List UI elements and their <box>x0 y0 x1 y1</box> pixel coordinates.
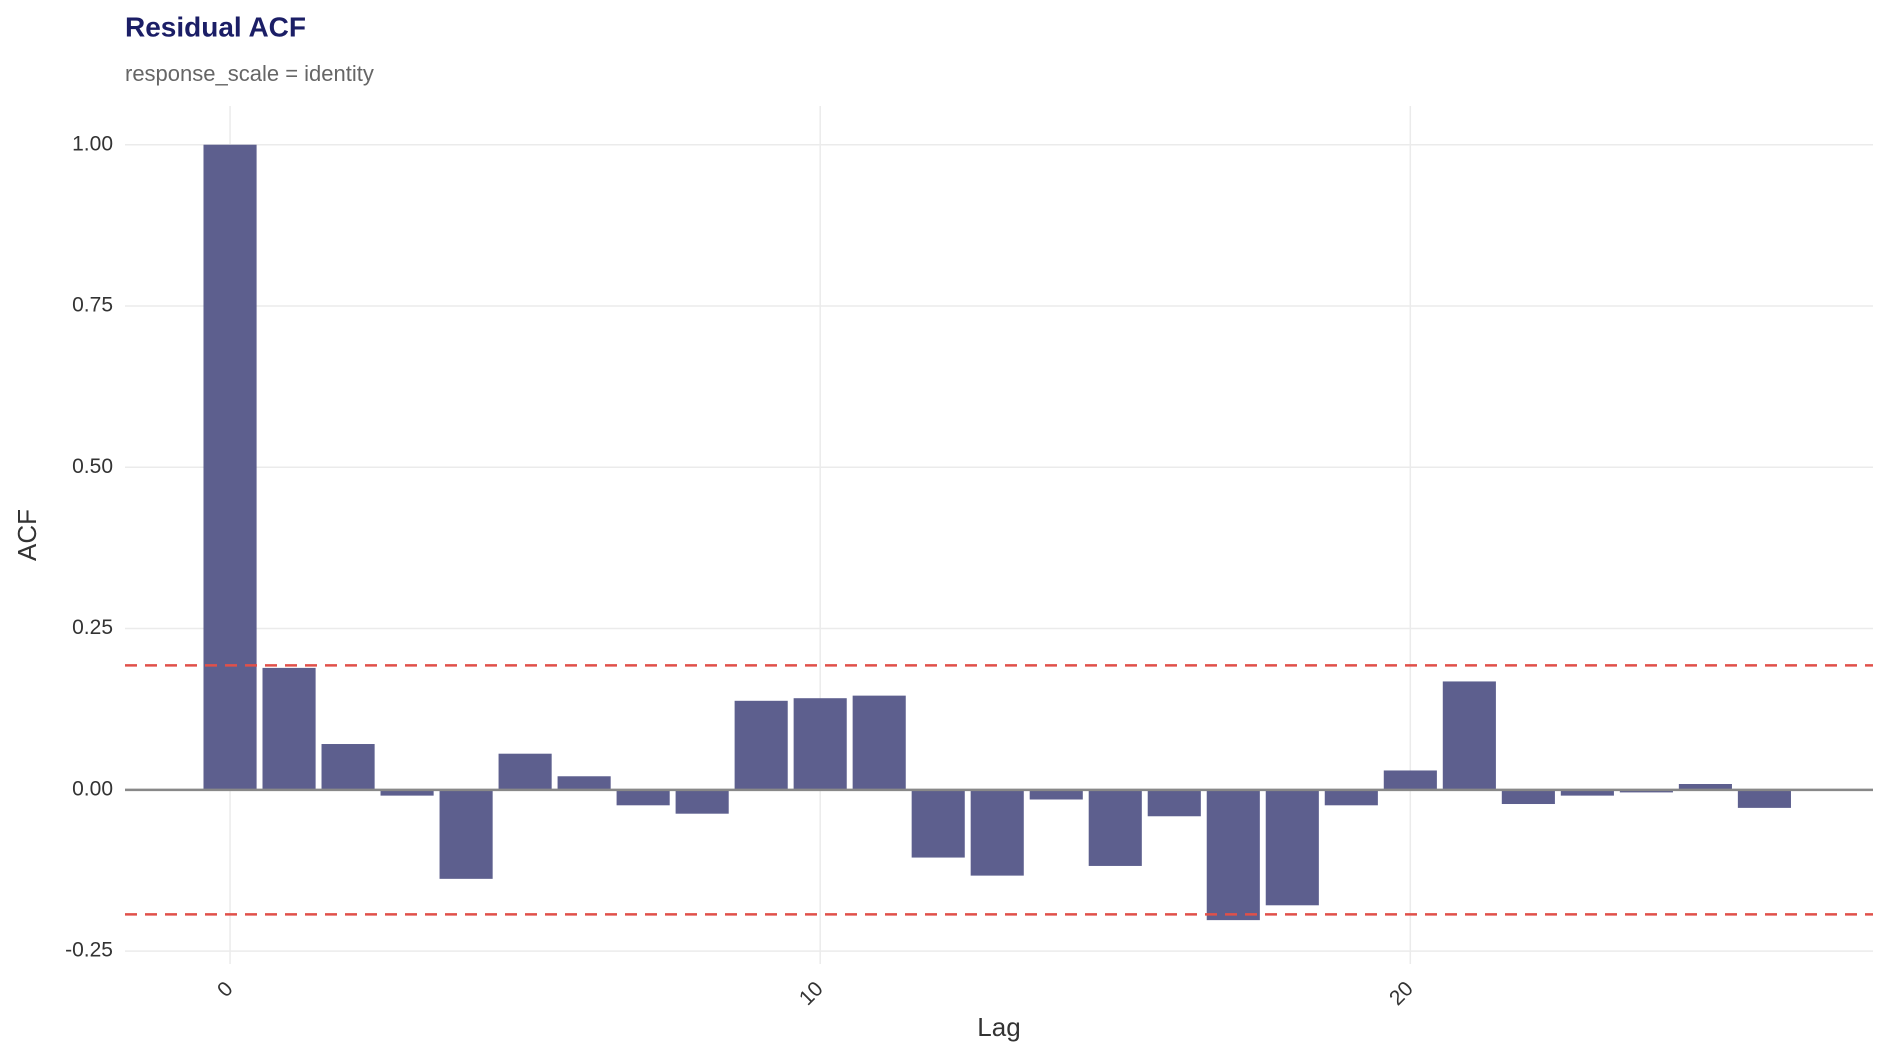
x-axis-label: Lag <box>977 1012 1020 1042</box>
chart-subtitle: response_scale = identity <box>125 61 374 86</box>
bar <box>1029 789 1083 800</box>
bar <box>262 667 316 790</box>
bar <box>380 789 434 796</box>
bar <box>1088 789 1142 866</box>
bar <box>1206 789 1260 921</box>
bar <box>498 753 552 790</box>
bar <box>1265 789 1319 906</box>
y-tick-label: 0.75 <box>72 294 113 317</box>
bar <box>1737 789 1791 808</box>
bar <box>439 789 493 879</box>
bar <box>1619 789 1673 793</box>
bar <box>1560 789 1614 796</box>
bar <box>852 695 906 790</box>
chart-title: Residual ACF <box>125 11 306 42</box>
x-tick-label: 10 <box>795 977 828 1010</box>
bar <box>321 744 375 790</box>
y-tick-label: -0.25 <box>65 939 113 962</box>
y-tick-label: 0.00 <box>72 777 113 800</box>
bar <box>1324 789 1378 806</box>
bar <box>1442 681 1496 790</box>
y-tick-label: 0.25 <box>72 616 113 639</box>
y-axis-label: ACF <box>12 509 42 561</box>
x-tick-label: 20 <box>1385 977 1418 1010</box>
bar <box>734 700 788 790</box>
y-tick-label: 1.00 <box>72 132 113 155</box>
bar <box>1501 789 1555 805</box>
bar <box>557 776 611 790</box>
bar <box>970 789 1024 876</box>
bar <box>793 698 847 790</box>
bar <box>1383 770 1437 790</box>
bar <box>203 144 257 790</box>
bar <box>616 789 670 806</box>
y-tick-label: 0.50 <box>72 455 113 478</box>
bar <box>1678 784 1732 790</box>
bar <box>911 789 965 858</box>
x-tick-label: 0 <box>213 977 238 1002</box>
bar <box>1147 789 1201 817</box>
bar <box>675 789 729 814</box>
